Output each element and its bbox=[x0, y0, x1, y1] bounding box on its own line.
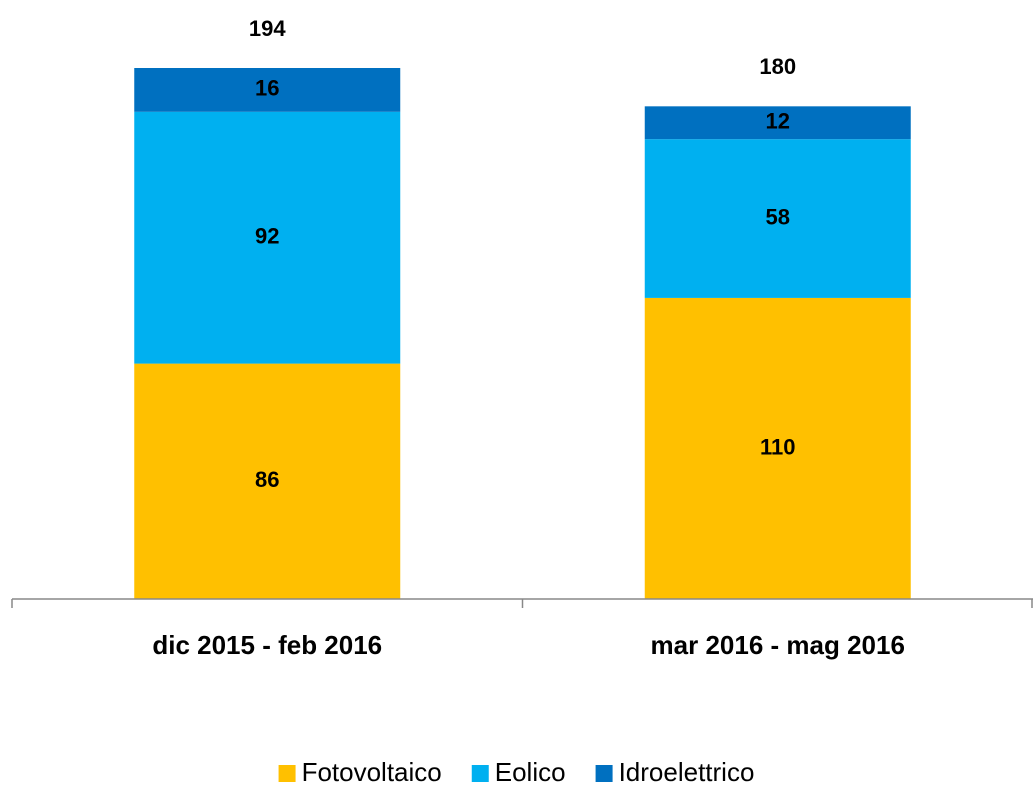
x-tick-label: mar 2016 - mag 2016 bbox=[651, 630, 905, 660]
legend-label: Fotovoltaico bbox=[302, 757, 442, 787]
data-label: 12 bbox=[766, 109, 790, 134]
bar-segment bbox=[644, 297, 911, 599]
bar-segment bbox=[134, 111, 401, 364]
bar-segment bbox=[644, 139, 911, 298]
data-label: 110 bbox=[760, 434, 796, 459]
total-label: 194 bbox=[249, 16, 286, 41]
legend-label: Eolico bbox=[495, 757, 566, 787]
legend-swatch bbox=[278, 765, 296, 782]
data-label: 92 bbox=[255, 224, 279, 249]
data-label: 58 bbox=[766, 204, 790, 229]
bar-segment bbox=[644, 106, 911, 140]
bar-segment bbox=[134, 68, 401, 112]
legend-label: Idroelettrico bbox=[619, 757, 755, 787]
legend-swatch bbox=[471, 765, 489, 782]
bar-segment bbox=[134, 363, 401, 599]
x-tick-label: dic 2015 - feb 2016 bbox=[152, 630, 382, 660]
data-label: 16 bbox=[255, 76, 279, 101]
data-label: 86 bbox=[255, 467, 279, 492]
legend-swatch bbox=[595, 765, 613, 782]
total-label: 180 bbox=[759, 54, 796, 79]
